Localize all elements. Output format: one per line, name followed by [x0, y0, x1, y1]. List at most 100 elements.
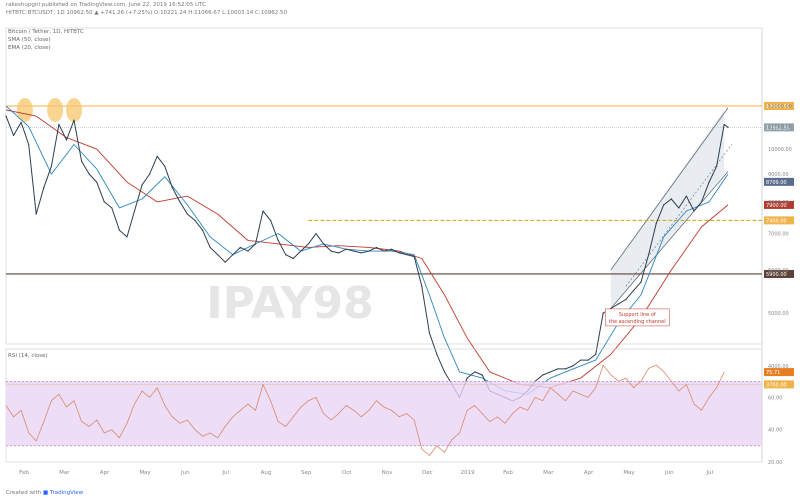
- rsi-point: [459, 432, 460, 434]
- price-point: [141, 184, 143, 186]
- rsi-point: [360, 416, 362, 418]
- price-point: [443, 371, 446, 373]
- rsi-point: [323, 413, 324, 414]
- rsi-point: [73, 400, 75, 402]
- rsi-point: [565, 400, 566, 402]
- price-point: [96, 181, 98, 183]
- price-point: [247, 250, 249, 252]
- price-point: [723, 123, 725, 126]
- rsi-point: [156, 387, 158, 389]
- level-tag-6: [764, 380, 794, 389]
- price-point: [20, 121, 22, 123]
- ema-indicator-label: EMA (20, close): [8, 45, 51, 51]
- price-point: [5, 115, 7, 117]
- price-point: [81, 160, 83, 162]
- resistance-touch-0: [16, 98, 33, 122]
- price-point: [111, 207, 113, 209]
- price-point: [12, 134, 15, 136]
- x-tick-1: Mar: [59, 470, 70, 476]
- level-tag-2: [764, 177, 794, 186]
- level-label-4: 7400.00: [766, 218, 787, 224]
- price-point: [685, 195, 688, 197]
- price-point: [35, 213, 37, 215]
- price-point: [149, 173, 151, 175]
- rsi-point: [247, 403, 249, 405]
- rsi-point: [20, 409, 22, 411]
- level-tag-3: [764, 200, 794, 209]
- level-tag-0: [764, 123, 794, 132]
- channel-resistance-line: [610, 107, 729, 271]
- watermark-text: IPAY98: [206, 278, 374, 329]
- rsi-point: [678, 390, 680, 392]
- level-label-6: 3700.00: [766, 382, 787, 388]
- level-tag-1: [764, 102, 794, 110]
- rsi-point: [119, 437, 120, 439]
- rsi-point: [209, 432, 211, 434]
- price-point: [428, 332, 430, 334]
- price-point: [678, 207, 680, 209]
- level-label-0: 10962.50: [766, 125, 790, 131]
- price-point: [118, 229, 120, 231]
- price-point: [727, 126, 729, 128]
- price-point: [663, 204, 665, 206]
- x-tick-7: Sep: [301, 470, 312, 476]
- price-point: [224, 261, 226, 263]
- rsi-point: [96, 419, 98, 421]
- rsi-point: [406, 413, 408, 414]
- price-point: [368, 250, 370, 252]
- price-point: [65, 139, 68, 141]
- rsi-point: [625, 377, 627, 379]
- price-point: [466, 377, 468, 379]
- price-point: [88, 173, 90, 175]
- rsi-point: [171, 416, 173, 418]
- rsi-point: [428, 455, 430, 456]
- rsi-point: [580, 393, 581, 395]
- price-point: [300, 250, 302, 252]
- level-tag-5: [764, 269, 794, 278]
- price-point: [232, 254, 234, 256]
- rsi-point: [572, 390, 574, 392]
- rsi-point: [330, 419, 332, 421]
- rsi-point: [202, 435, 203, 437]
- price-point: [625, 298, 627, 300]
- price-point: [73, 119, 75, 121]
- price-tick-7: 5000.00: [768, 311, 789, 317]
- rsi-point: [270, 400, 271, 402]
- rsi-point: [519, 406, 521, 408]
- level-label-1: 12000.00: [766, 104, 790, 110]
- rsi-point: [292, 416, 294, 418]
- price-point: [322, 243, 325, 245]
- rsi-point: [111, 429, 113, 431]
- annotation-text-line2-0: the ascending channel: [609, 319, 666, 325]
- rsi-point: [338, 413, 340, 414]
- price-point: [579, 359, 582, 361]
- x-tick-14: Apr: [584, 470, 594, 476]
- price-point: [564, 368, 567, 370]
- price-point: [572, 365, 574, 367]
- tradingview-credit[interactable]: Created with ■ TradingView: [6, 490, 83, 496]
- sma50-line: [5, 109, 729, 389]
- price-point: [164, 165, 166, 167]
- x-tick-9: Nov: [382, 470, 393, 476]
- price-point: [716, 165, 718, 167]
- rsi-point: [587, 397, 589, 398]
- rsi-last-label: 75.71: [766, 370, 780, 376]
- rsi-point: [670, 380, 672, 382]
- price-point: [648, 254, 650, 256]
- rsi-point: [595, 387, 597, 389]
- price-point: [58, 123, 60, 126]
- x-tick-11: 2019: [461, 470, 475, 476]
- rsi-point: [534, 397, 536, 398]
- price-point: [171, 186, 173, 189]
- rsi-point: [549, 387, 551, 389]
- rsi-point: [285, 426, 287, 427]
- price-point: [270, 219, 272, 221]
- rsi-point: [633, 387, 634, 389]
- resistance-touch-2: [66, 98, 83, 122]
- price-point: [413, 255, 415, 258]
- ema20-line: [5, 105, 729, 395]
- tradingview-logo-icon: ■: [42, 490, 49, 496]
- price-tick-0: 12000.00: [768, 104, 792, 110]
- rsi-point: [444, 451, 445, 453]
- price-point: [103, 201, 105, 203]
